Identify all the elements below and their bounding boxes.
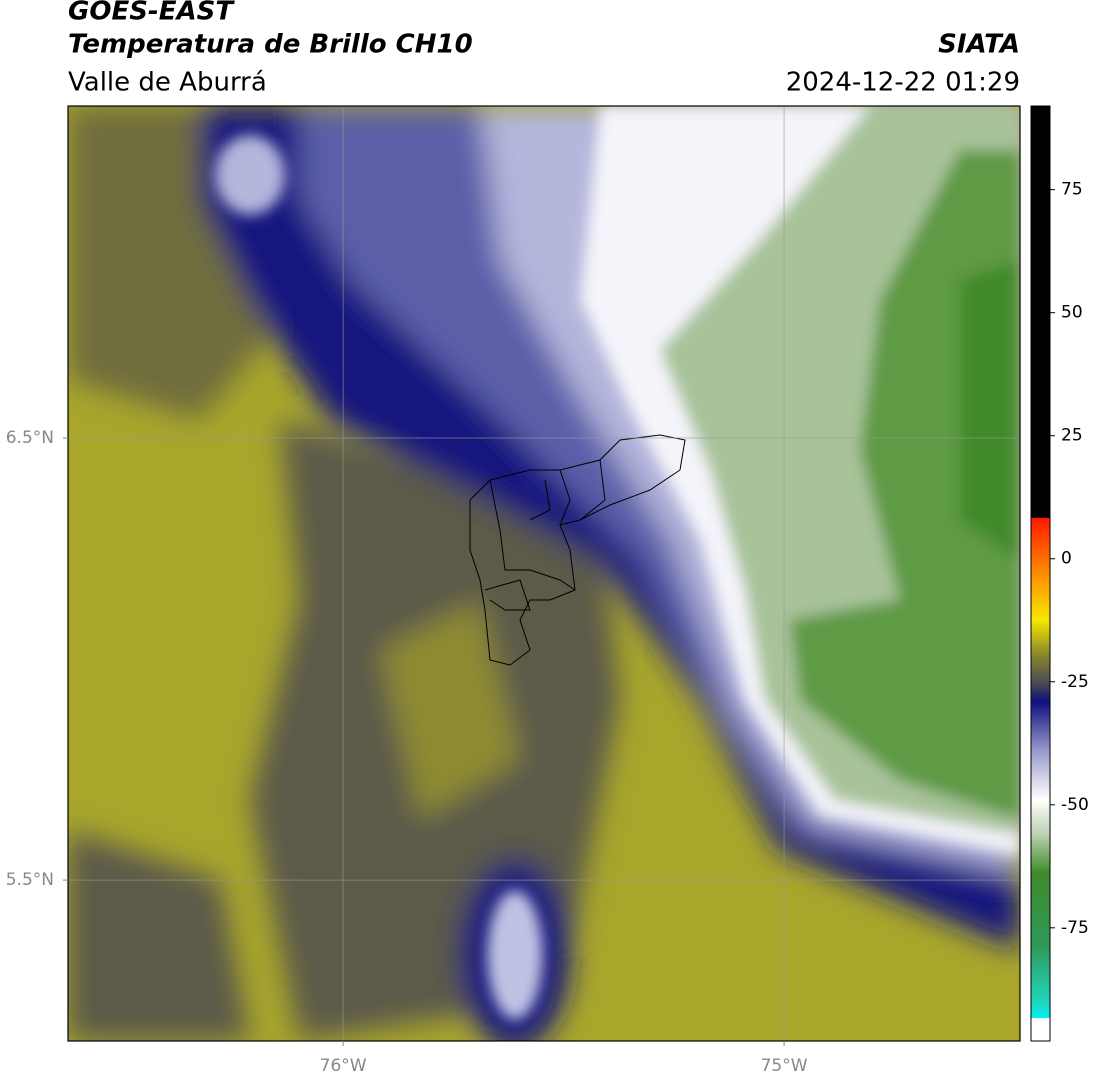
- map-frame: [67, 105, 1021, 1042]
- y-tick-label: 6.5°N: [6, 428, 54, 448]
- x-tick-label: 76°W: [320, 1056, 367, 1076]
- datetime: 2024-12-22 01:29: [786, 68, 1020, 98]
- colorbar-tick-label: 75: [1061, 180, 1083, 200]
- colorbar-tick-label: 0: [1061, 549, 1072, 569]
- subtitle: Temperatura de Brillo CH10: [68, 30, 473, 60]
- graticule: [68, 106, 1020, 1041]
- colorbar-tick-label: -25: [1061, 672, 1089, 692]
- colorbar: [1030, 105, 1051, 1042]
- source: SIATA: [938, 30, 1020, 60]
- municipal-boundaries: [469, 434, 686, 666]
- colorbar-tick-label: -75: [1061, 918, 1089, 938]
- x-tick-label: 75°W: [761, 1056, 808, 1076]
- colorbar-tick-label: 50: [1061, 303, 1083, 323]
- region: Valle de Aburrá: [68, 68, 267, 98]
- title: GOES-EAST: [68, 0, 235, 27]
- satellite-field: [68, 106, 1020, 1041]
- colorbar-tick-label: -50: [1061, 795, 1089, 815]
- y-tick-label: 5.5°N: [6, 870, 54, 890]
- colorbar-tick-label: 25: [1061, 426, 1083, 446]
